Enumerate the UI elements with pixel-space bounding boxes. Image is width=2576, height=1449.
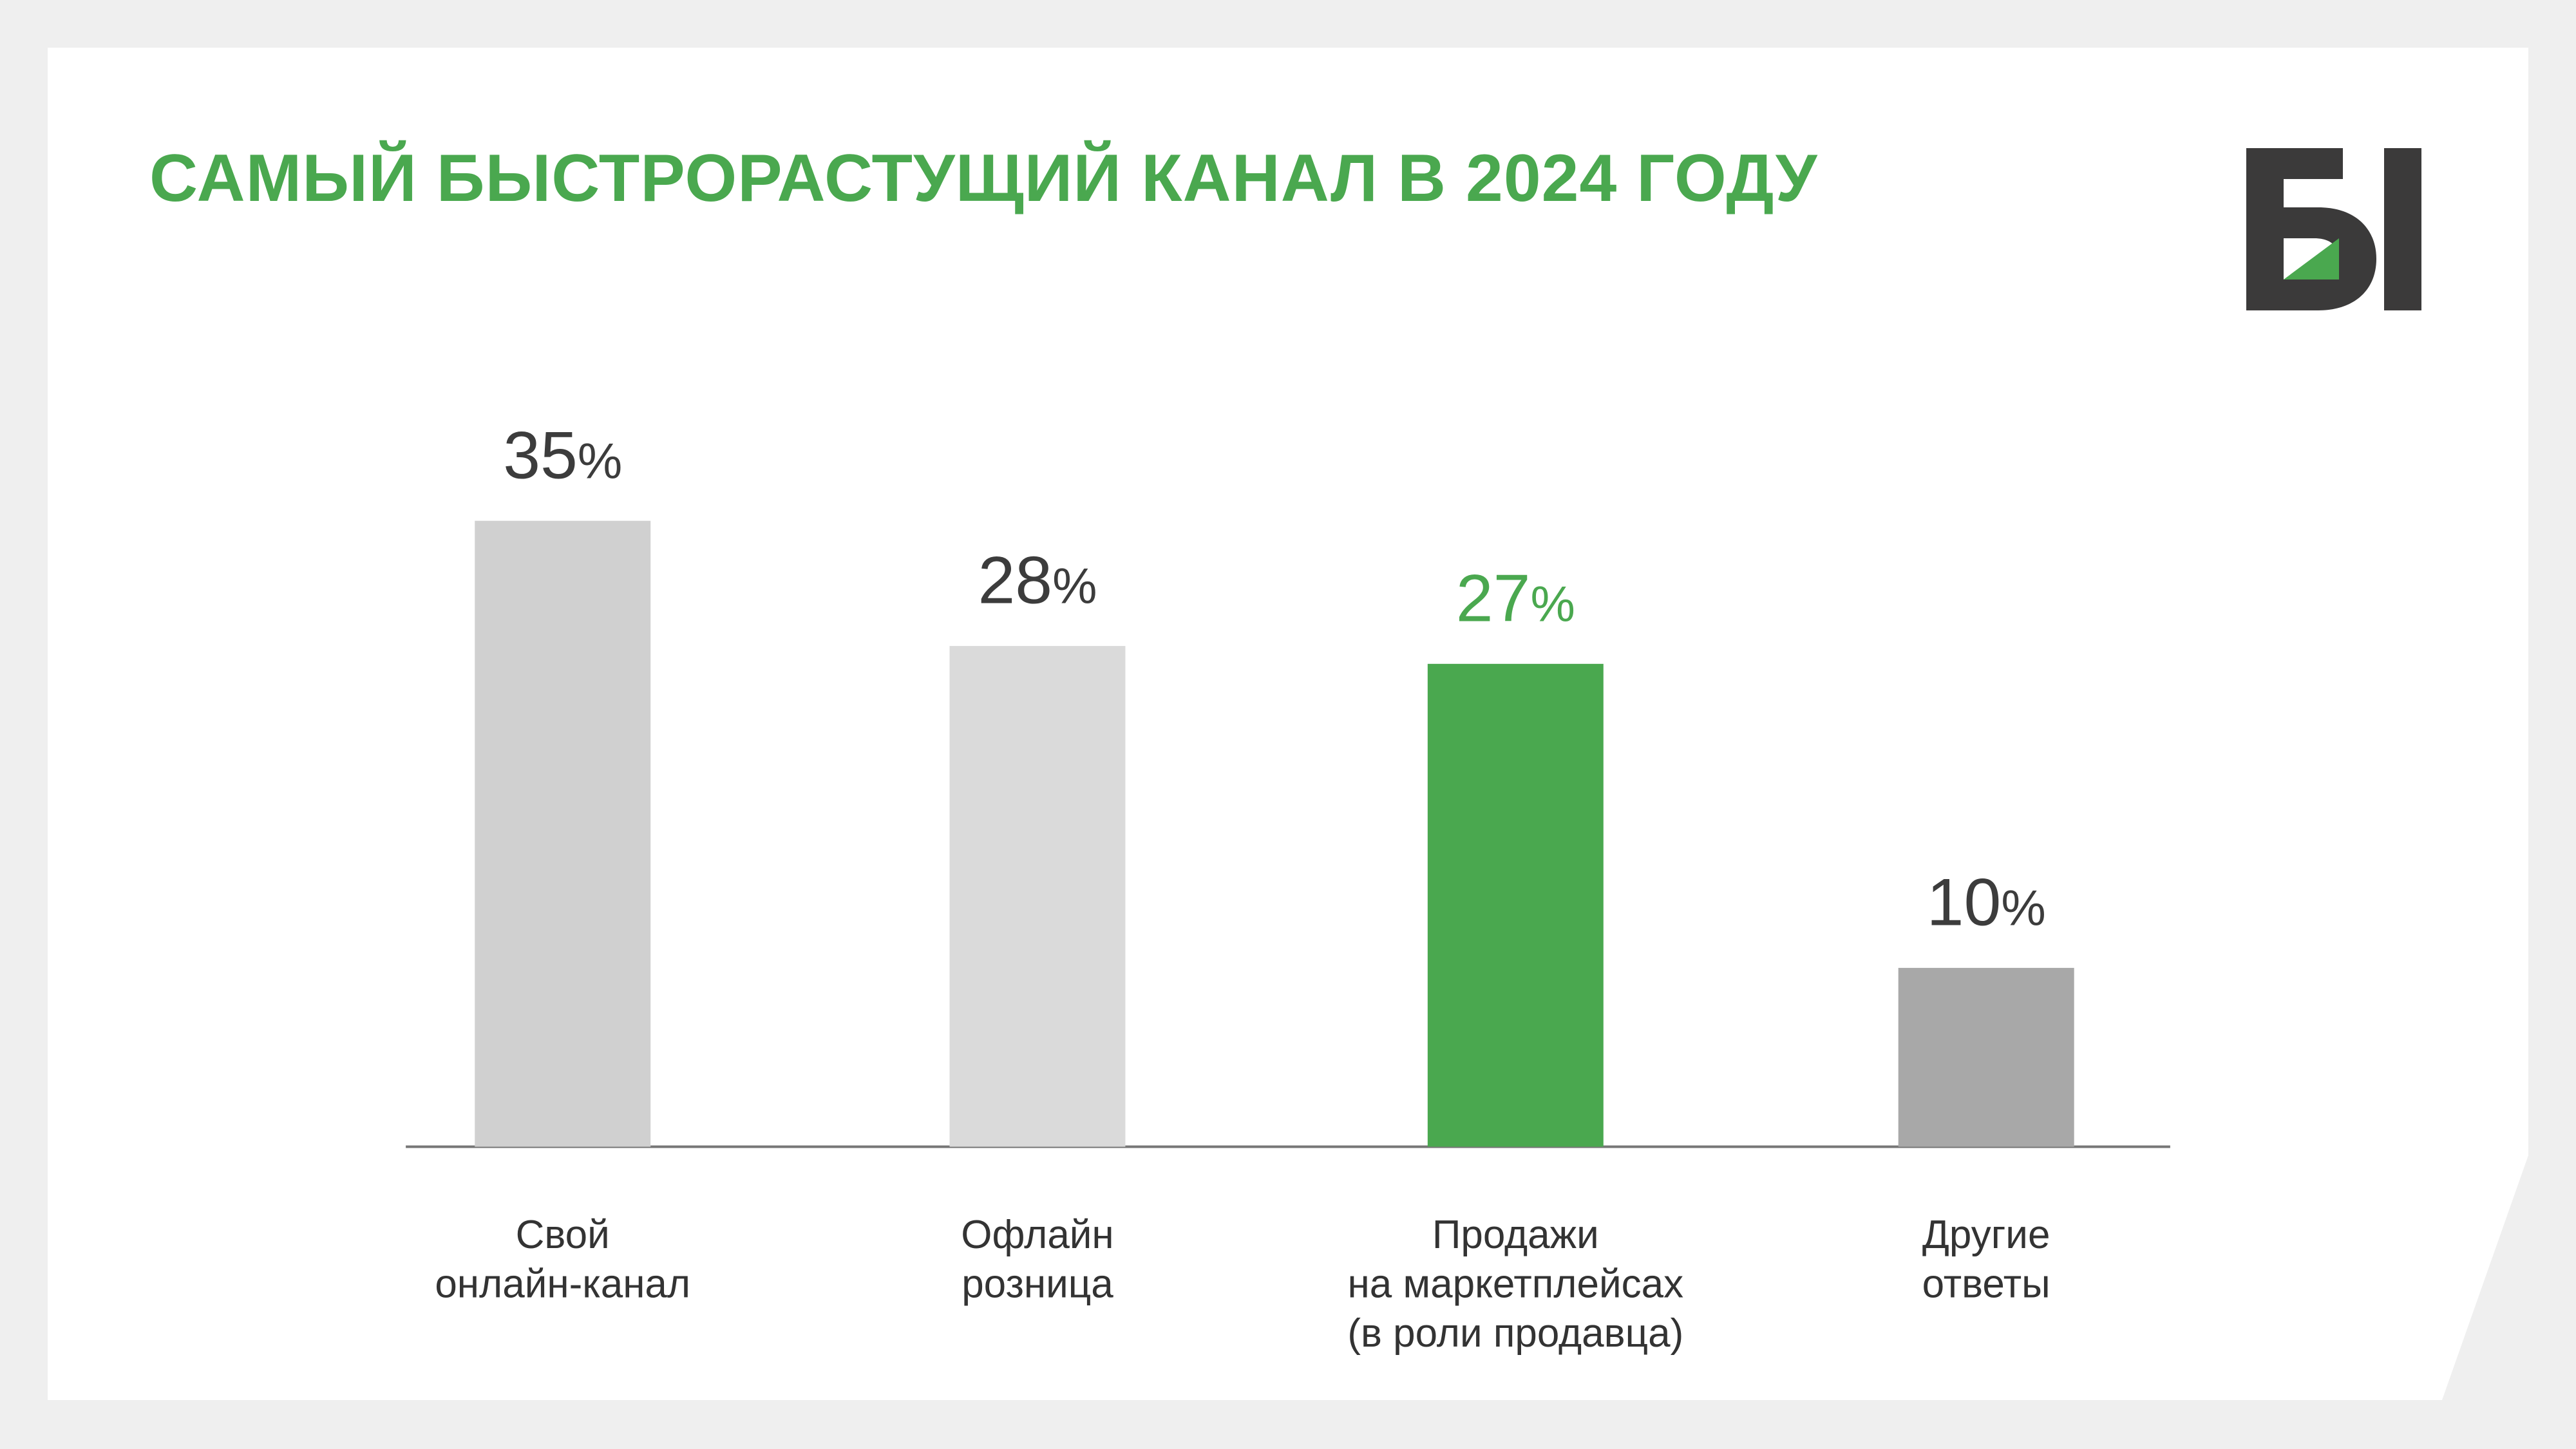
value-label-2: 28%	[978, 544, 1097, 618]
page-title: САМЫЙ БЫСТРОРАСТУЩИЙ КАНАЛ В 2024 ГОДУ	[149, 141, 1818, 216]
value-percent-sign: %	[1530, 576, 1575, 632]
category-label-2: Офлайн розница	[961, 1213, 1113, 1307]
value-percent-sign: %	[578, 432, 622, 489]
category-label-line: (в роли продавца)	[1347, 1311, 1683, 1356]
value-number: 10	[1927, 866, 2002, 940]
b1-logo	[2246, 148, 2421, 310]
value-label-1: 35%	[503, 418, 622, 493]
bar-4	[1898, 967, 2074, 1147]
value-number: 35	[503, 418, 578, 493]
bar-1	[475, 520, 651, 1147]
category-label-line: онлайн-канал	[435, 1262, 690, 1307]
bar-3	[1427, 663, 1604, 1147]
category-label-3: Продажи на маркетплейсах (в роли продавца)	[1347, 1213, 1683, 1356]
value-percent-sign: %	[2001, 880, 2045, 936]
value-number: 27	[1456, 562, 1531, 636]
category-label-line: Продажи	[1432, 1213, 1599, 1257]
slide-background	[48, 48, 2528, 1400]
category-label-line: на маркетплейсах	[1348, 1262, 1684, 1307]
category-label-1: Свой онлайн-канал	[435, 1213, 690, 1307]
category-label-4: Другие ответы	[1922, 1213, 2050, 1307]
bar-2	[949, 646, 1126, 1147]
category-label-line: Офлайн	[961, 1213, 1113, 1257]
category-label-line: Свой	[516, 1213, 610, 1257]
value-label-4: 10%	[1927, 866, 2046, 940]
category-label-line: ответы	[1922, 1262, 2050, 1307]
category-label-line: розница	[961, 1262, 1113, 1307]
category-label-line: Другие	[1922, 1213, 2050, 1257]
value-label-3: 27%	[1456, 562, 1575, 636]
value-percent-sign: %	[1052, 558, 1097, 614]
value-number: 28	[978, 544, 1052, 618]
